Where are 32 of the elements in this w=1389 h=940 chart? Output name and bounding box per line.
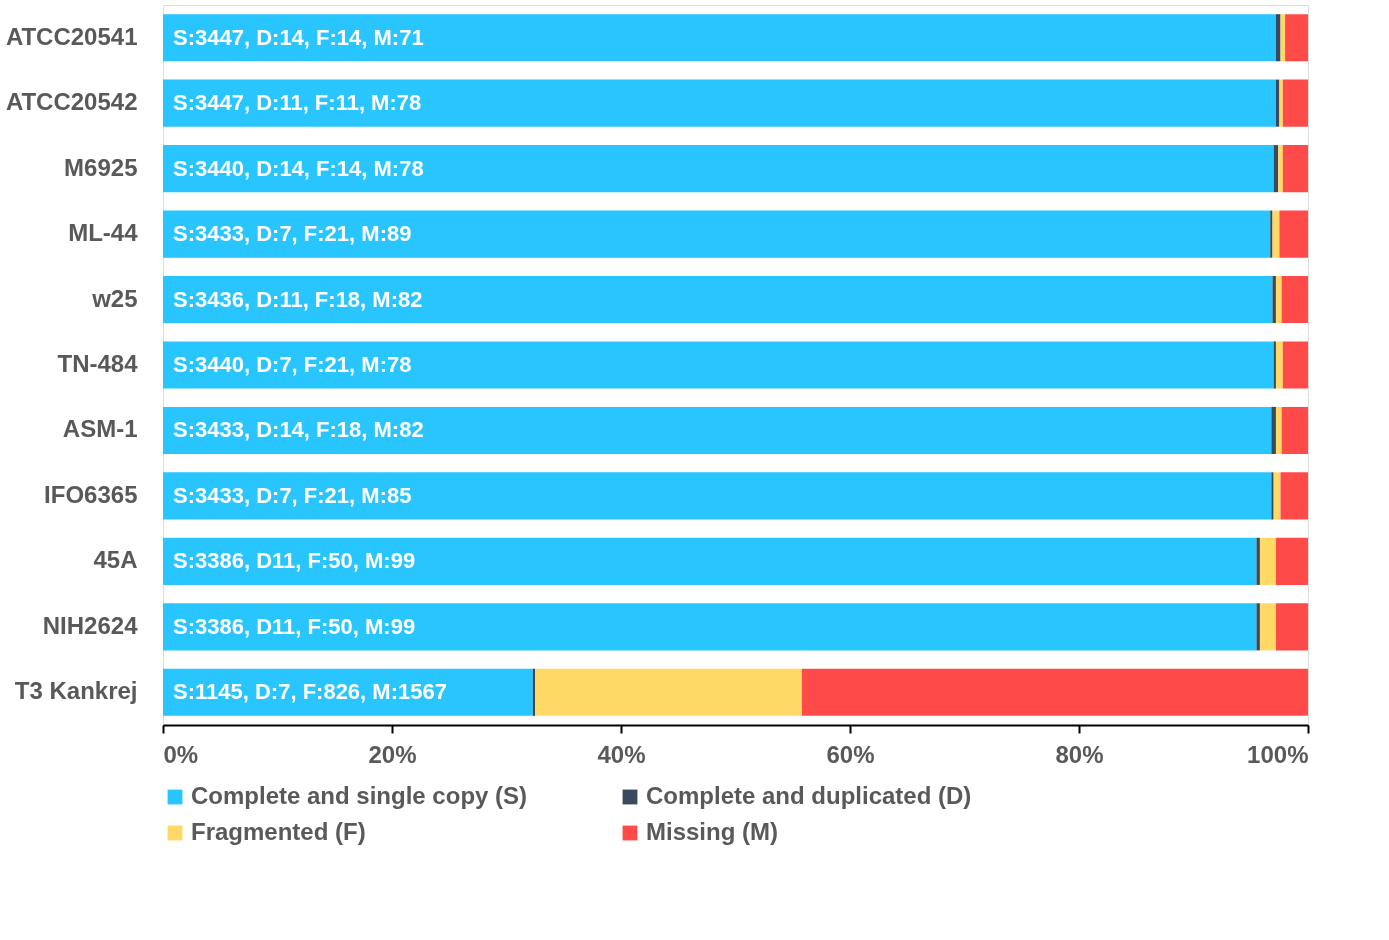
x-tick-label: 20% <box>368 740 417 768</box>
legend-label: Complete and single copy (S) <box>191 782 528 809</box>
y-tick-label: 45A <box>93 546 138 574</box>
y-tick-label: NIH2624 <box>42 611 139 639</box>
data-label: S:3433, D:14, F:18, M:82 <box>173 417 424 443</box>
data-label: S:3433, D:7, F:21, M:89 <box>173 221 412 247</box>
x-tick-label: 60% <box>826 740 875 768</box>
data-label: S:3447, D:11, F:11, M:78 <box>173 90 422 116</box>
y-tick-label: M6925 <box>64 153 138 181</box>
x-tick-label: 80% <box>1055 740 1104 768</box>
x-tick-label: 0% <box>163 740 199 768</box>
y-tick-label: ATCC20542 <box>5 88 138 116</box>
legend-label: Fragmented (F) <box>191 818 366 845</box>
y-tick-label: w25 <box>91 284 138 312</box>
data-label: S:3386, D11, F:50, M:99 <box>173 548 416 574</box>
y-tick-label: ASM-1 <box>62 415 138 443</box>
data-label: S:3447, D:14, F:14, M:71 <box>173 24 424 50</box>
x-tick-label: 100% <box>1247 740 1309 768</box>
legend-label: Missing (M) <box>646 818 778 845</box>
data-label: S:3440, D:7, F:21, M:78 <box>173 352 412 377</box>
y-tick-label: T3 Kankrej <box>14 677 138 705</box>
legend-label: Complete and duplicated (D) <box>646 782 972 809</box>
y-tick-label: ML-44 <box>68 219 139 247</box>
y-tick-label: TN-484 <box>57 350 139 377</box>
data-label: S:3433, D:7, F:21, M:85 <box>173 482 412 508</box>
y-tick-label: ATCC20541 <box>5 22 138 50</box>
x-tick-label: 40% <box>597 740 646 768</box>
data-label: S:3386, D11, F:50, M:99 <box>173 613 416 639</box>
data-label: S:3440, D:14, F:14, M:78 <box>173 155 424 181</box>
y-tick-label: IFO6365 <box>44 480 138 508</box>
data-label: S:3436, D:11, F:18, M:82 <box>173 286 423 312</box>
data-label: S:1145, D:7, F:826, M:1567 <box>173 679 447 705</box>
